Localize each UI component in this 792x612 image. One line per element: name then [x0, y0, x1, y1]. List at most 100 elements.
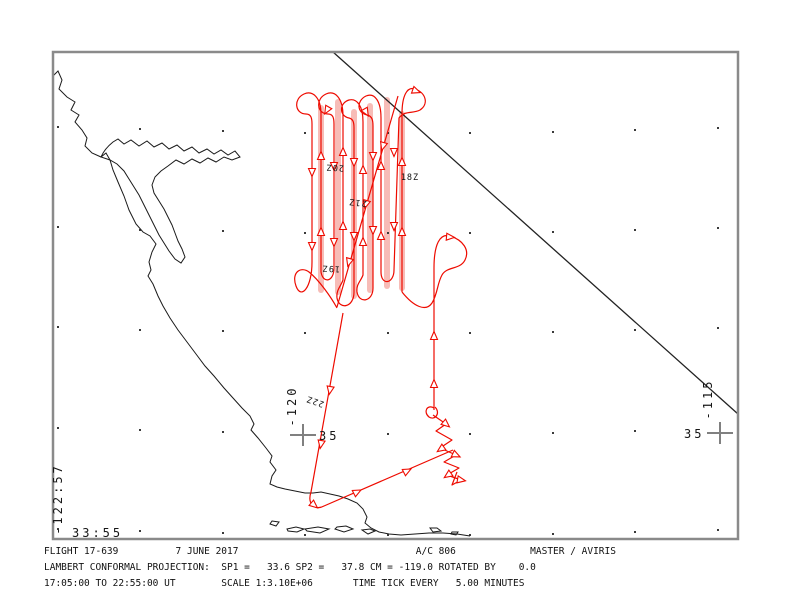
projection-info-line: LAMBERT CONFORMAL PROJECTION: SP1 = 33.6…	[44, 562, 536, 573]
direction-arrow	[316, 226, 326, 237]
graticule-dot	[139, 530, 141, 532]
coastline-path	[100, 138, 241, 264]
direction-arrow	[349, 157, 359, 168]
graticule-dot	[139, 128, 141, 130]
graticule-plus-marks	[290, 422, 733, 446]
graticule-dot	[304, 132, 306, 134]
flight-track-path	[294, 87, 426, 309]
graticule-dot	[222, 330, 224, 332]
longitude-120-label: -120	[285, 386, 299, 427]
time-tick-label: 21Z	[348, 196, 367, 208]
direction-arrow	[349, 231, 359, 242]
graticule-dot	[552, 533, 554, 535]
direction-arrow	[358, 236, 368, 247]
graticule-dot	[387, 132, 389, 134]
channel-islands	[269, 520, 459, 536]
direction-arrow	[389, 147, 399, 158]
flight-track-path	[309, 312, 454, 509]
ca-nv-border-line	[332, 51, 739, 415]
direction-arrow	[429, 330, 439, 341]
direction-arrow	[368, 225, 378, 236]
map-frame-rect	[51, 50, 740, 541]
flight-track-path	[401, 234, 468, 410]
graticule-dot	[387, 534, 389, 536]
direction-arrow	[445, 232, 456, 241]
graticule-dot	[634, 129, 636, 131]
time-tick-label: 19Z	[321, 263, 340, 274]
graticule-dot	[634, 229, 636, 231]
graticule-dot	[222, 431, 224, 433]
direction-arrow	[338, 220, 348, 231]
corner-latitude-label: 33:55	[72, 526, 123, 540]
graticule-dot	[57, 528, 59, 530]
direction-arrow	[316, 150, 326, 161]
time-tick-label: 22Z	[305, 393, 326, 409]
graticule-dot	[139, 229, 141, 231]
direction-arrow	[401, 468, 413, 477]
direction-arrow	[440, 418, 451, 428]
direction-arrow	[360, 106, 369, 118]
direction-arrow	[307, 167, 317, 178]
graticule-dot	[57, 326, 59, 328]
direction-arrow	[317, 439, 326, 450]
state-border-line	[332, 51, 739, 415]
graticule-dot	[304, 332, 306, 334]
corner-longitude-label: -122:57	[51, 463, 65, 535]
direction-arrow	[443, 469, 454, 479]
graticule-dot	[304, 534, 306, 536]
direction-arrow	[368, 151, 378, 162]
direction-arrow	[324, 104, 333, 116]
time-tick-label: 18Z	[401, 173, 419, 183]
direction-arrow	[329, 237, 339, 248]
direction-arrow	[326, 385, 335, 396]
island-path	[303, 526, 331, 534]
graticule-dot	[552, 331, 554, 333]
graticule-dot	[634, 531, 636, 533]
island-path	[269, 520, 280, 527]
graticule-dot	[469, 332, 471, 334]
track-direction-arrows	[307, 85, 467, 509]
direction-arrow	[389, 221, 399, 232]
graticule-dot	[304, 232, 306, 234]
graticule-dot	[469, 433, 471, 435]
direction-arrow	[308, 499, 319, 509]
time-tick-labels: 20Z 18Z 21Z 19Z 22Z	[305, 162, 419, 409]
graticule-dot	[552, 432, 554, 434]
graticule-dot	[139, 429, 141, 431]
direction-arrow	[397, 156, 407, 167]
direction-arrow	[307, 241, 317, 252]
island-path	[286, 526, 306, 533]
direction-arrow	[397, 226, 407, 237]
graticule-dot	[717, 529, 719, 531]
direction-arrow	[410, 85, 422, 94]
direction-arrow	[379, 140, 389, 152]
graticule-dot	[552, 231, 554, 233]
direction-arrow	[436, 443, 447, 453]
direction-arrow	[358, 164, 368, 175]
graticule-dot	[717, 327, 719, 329]
graticule-dot	[717, 127, 719, 129]
graticule-dots	[57, 126, 719, 536]
direction-arrow	[429, 378, 439, 389]
graticule-dot	[634, 430, 636, 432]
graticule-dot	[222, 230, 224, 232]
direction-arrow	[376, 160, 386, 171]
coastline	[52, 70, 471, 537]
island-path	[334, 525, 355, 533]
map-frame	[51, 50, 740, 541]
caption-block: FLIGHT 17-639 7 JUNE 2017 A/C 806 MASTER…	[44, 544, 616, 592]
graticule-dot	[469, 534, 471, 536]
graticule-dot	[57, 226, 59, 228]
flight-info-line: FLIGHT 17-639 7 JUNE 2017 A/C 806 MASTER…	[44, 546, 616, 557]
latitude-35-right-label: 35	[684, 427, 704, 441]
direction-arrow	[329, 161, 339, 172]
graticule-dot	[222, 130, 224, 132]
graticule-dot	[634, 329, 636, 331]
graticule-dot	[139, 329, 141, 331]
direction-arrow	[456, 475, 467, 484]
graticule-dot	[387, 332, 389, 334]
time-scale-info-line: 17:05:00 TO 22:55:00 UT SCALE 1:3.10E+06…	[44, 578, 525, 589]
direction-arrow	[450, 449, 462, 458]
